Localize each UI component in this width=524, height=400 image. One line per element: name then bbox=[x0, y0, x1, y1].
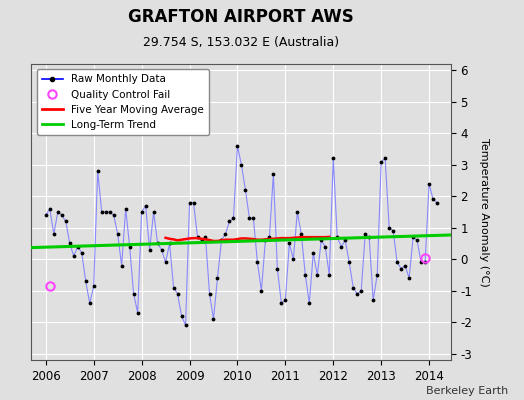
Text: Berkeley Earth: Berkeley Earth bbox=[426, 386, 508, 396]
Y-axis label: Temperature Anomaly (°C): Temperature Anomaly (°C) bbox=[479, 138, 489, 286]
Text: GRAFTON AIRPORT AWS: GRAFTON AIRPORT AWS bbox=[128, 8, 354, 26]
Text: 29.754 S, 153.032 E (Australia): 29.754 S, 153.032 E (Australia) bbox=[143, 36, 339, 49]
Legend: Raw Monthly Data, Quality Control Fail, Five Year Moving Average, Long-Term Tren: Raw Monthly Data, Quality Control Fail, … bbox=[37, 69, 209, 135]
